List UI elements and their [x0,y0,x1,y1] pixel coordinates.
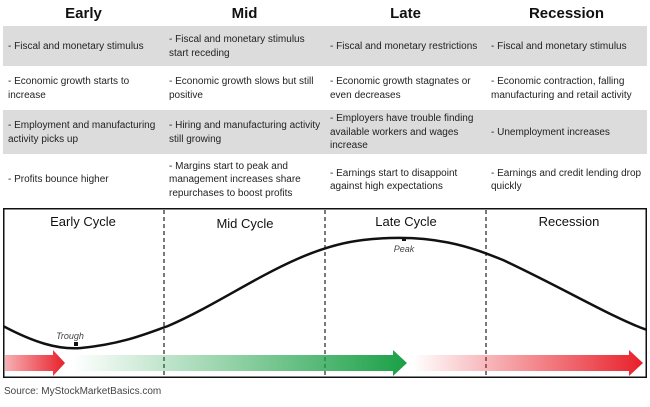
table-cell: - Profits bounce higher [8,174,109,186]
phase-label-recession: Recession [539,214,600,229]
table-row: - Economic growth starts to increase - E… [3,66,647,110]
table-header: Early Mid Late Recession [3,0,647,26]
cycle-curve [3,236,647,350]
cycle-table: Early Mid Late Recession - Fiscal and mo… [3,0,647,205]
table-cell: - Economic growth stagnates or even decr… [330,76,471,101]
header-late: Late [390,4,421,22]
diagram-frame [3,208,647,378]
business-cycle-diagram: Early Cycle Mid Cycle Late Cycle Recessi… [3,208,647,378]
early-arrow [5,350,65,376]
source-credit: Source: MyStockMarketBasics.com [4,386,162,397]
table-cell: - Employment and manufacturing activity … [8,120,156,145]
table-cell: - Economic contraction, falling manufact… [491,76,632,101]
table-row: - Fiscal and monetary stimulus - Fiscal … [3,26,647,66]
table-cell: - Fiscal and monetary stimulus start rec… [169,34,305,59]
phase-label-mid: Mid Cycle [216,216,273,231]
phase-label-early: Early Cycle [50,214,116,229]
table-row: - Employment and manufacturing activity … [3,110,647,154]
table-cell: - Economic growth slows but still positi… [169,76,314,101]
header-mid: Mid [231,4,258,22]
table-cell: - Hiring and manufacturing activity stil… [169,120,321,145]
table-cell: - Employers have trouble finding availab… [330,113,474,152]
table-cell: - Unemployment increases [491,126,610,138]
trough-marker [74,342,78,346]
peak-label: Peak [394,244,415,254]
table-cell: - Fiscal and monetary restrictions [330,40,478,52]
table-cell: - Earnings start to disappoint against h… [330,167,458,193]
table-cell: - Earnings and credit lending drop quick… [491,167,642,193]
trough-label: Trough [56,331,84,341]
peak-marker [402,237,406,241]
recession-arrow [413,350,643,376]
table-cell: - Fiscal and monetary stimulus [8,40,144,52]
table-cell: - Margins start to peak and management i… [169,160,301,199]
header-recession: Recession [528,4,605,22]
phase-label-late: Late Cycle [375,214,436,229]
table-row: - Profits bounce higher - Margins start … [3,154,647,205]
header-early: Early [65,4,102,22]
mid-arrow [73,350,407,376]
table-cell: - Economic growth starts to increase [8,76,130,101]
table-cell: - Fiscal and monetary stimulus [491,40,627,52]
